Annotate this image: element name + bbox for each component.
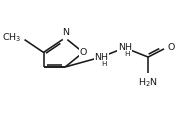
- Text: O: O: [80, 48, 87, 57]
- Text: H$_2$N: H$_2$N: [138, 77, 158, 89]
- Text: O: O: [168, 43, 175, 52]
- Text: H: H: [101, 61, 107, 67]
- Text: NH: NH: [118, 43, 132, 52]
- Text: N: N: [62, 28, 69, 37]
- Text: NH: NH: [94, 53, 108, 62]
- Text: CH$_3$: CH$_3$: [2, 32, 22, 44]
- Text: H: H: [124, 51, 130, 57]
